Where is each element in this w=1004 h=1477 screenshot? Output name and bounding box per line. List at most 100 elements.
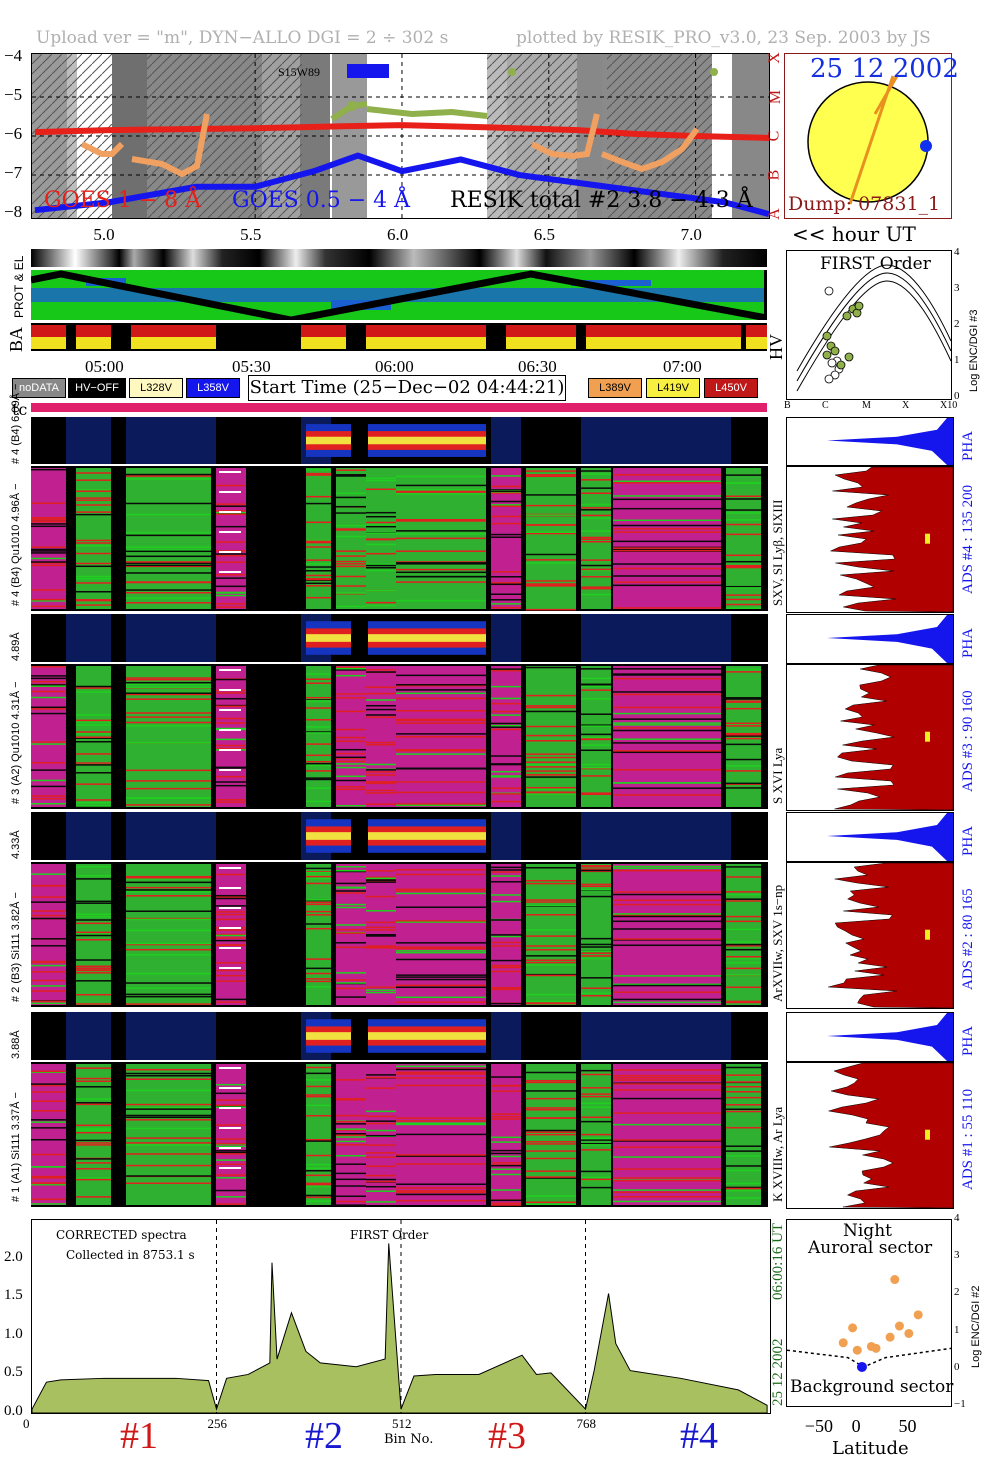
chan-line [526, 964, 576, 966]
chan-line [726, 920, 761, 923]
chan-line [76, 604, 111, 606]
spectrum-xtick: 768 [576, 1416, 597, 1431]
chan-line [216, 911, 246, 913]
chan-line [613, 482, 721, 484]
chan-line [491, 1189, 521, 1191]
chan-line [366, 525, 396, 528]
chan-line [306, 1200, 331, 1203]
chan-line [76, 562, 111, 565]
chan-line [526, 973, 576, 976]
chan-line [336, 666, 366, 669]
chan-line [491, 941, 521, 944]
chan-line [613, 787, 721, 789]
chan-line [31, 600, 66, 602]
chan-line [306, 472, 331, 475]
chan-block [216, 468, 246, 609]
pha-spectrogram [31, 812, 768, 860]
chan-line [126, 1182, 211, 1184]
chan-line [726, 915, 761, 918]
chan-line [126, 692, 211, 694]
auroral-xtick: 50 [898, 1416, 917, 1436]
chan-line [336, 740, 366, 743]
chan-line [126, 942, 211, 945]
chan-line [726, 671, 761, 673]
chan-line [336, 906, 366, 909]
chan-line [526, 770, 576, 772]
auroral-ylabel: Log ENC/DGI #2 [970, 1285, 982, 1368]
spectrum-channel-label: #1 [120, 1415, 158, 1457]
spectrogram-svg [31, 664, 768, 809]
chan-tick [219, 887, 241, 889]
chan-line [306, 585, 331, 587]
chan-line [396, 1193, 486, 1196]
chan-line [216, 1083, 246, 1086]
chan-block [526, 468, 576, 609]
chan-line [526, 1071, 576, 1074]
pha-spectrogram [31, 417, 768, 464]
chan-line [31, 1000, 66, 1003]
chan-line [491, 755, 521, 757]
chan-line [726, 607, 761, 609]
chan-line [31, 885, 66, 887]
goes-plot: S15W89 [32, 54, 769, 218]
chan-line [581, 713, 611, 715]
chan-line [613, 899, 721, 902]
chan-line [336, 575, 366, 578]
chan-line [366, 699, 396, 701]
chan-line [306, 700, 331, 703]
chan-line [31, 1183, 66, 1186]
chan-tick [219, 471, 241, 473]
chan-line [336, 887, 366, 889]
chan-line [306, 1104, 331, 1107]
chan-line [216, 554, 246, 557]
chan-line [581, 540, 611, 543]
chan-line [306, 726, 331, 728]
chan-line [216, 678, 246, 681]
chan-line [76, 1131, 111, 1134]
chan-line [366, 763, 396, 766]
chan-line [396, 710, 486, 712]
chan-line [491, 722, 521, 725]
ads-marker [925, 1129, 930, 1140]
chan-tick [219, 1127, 241, 1129]
chan-line [216, 998, 246, 1001]
chan-line [396, 996, 486, 999]
chan-line [613, 991, 721, 993]
chan-line [216, 913, 246, 916]
goes-class-letter: B [765, 169, 783, 181]
chan-line [126, 987, 211, 989]
chan-line [613, 893, 721, 896]
chan-line [396, 958, 486, 961]
spectrum-channel-label: #3 [488, 1415, 526, 1457]
chan-line [126, 716, 211, 718]
chan-line [306, 1185, 331, 1188]
spectrogram-svg [31, 417, 768, 464]
chan-line [31, 712, 66, 715]
chan-line [581, 749, 611, 752]
chan-line [726, 948, 761, 951]
chan-line [216, 573, 246, 576]
chan-line [336, 987, 366, 990]
chan-line [216, 692, 246, 694]
chan-line [526, 1143, 576, 1145]
chan-line [366, 1152, 396, 1154]
chan-line [726, 1086, 761, 1088]
legend-l389: L389V [588, 378, 642, 398]
chan-line [126, 549, 211, 551]
chan-line [613, 939, 721, 941]
chan-line [726, 1169, 761, 1172]
pha-noise [581, 614, 731, 662]
chan-line [396, 892, 486, 895]
chan-line [581, 1142, 611, 1145]
chan-block [613, 468, 721, 609]
chan-line [366, 1165, 396, 1168]
chan-line [336, 693, 366, 695]
chan-line [613, 750, 721, 752]
chan-line [306, 682, 331, 684]
chan-line [216, 1153, 246, 1155]
pha-histogram-svg [827, 615, 953, 663]
chan-line [726, 1165, 761, 1167]
chan-line [31, 769, 66, 771]
auroral-ytick: 1 [954, 1323, 960, 1336]
chan-line [336, 512, 366, 514]
